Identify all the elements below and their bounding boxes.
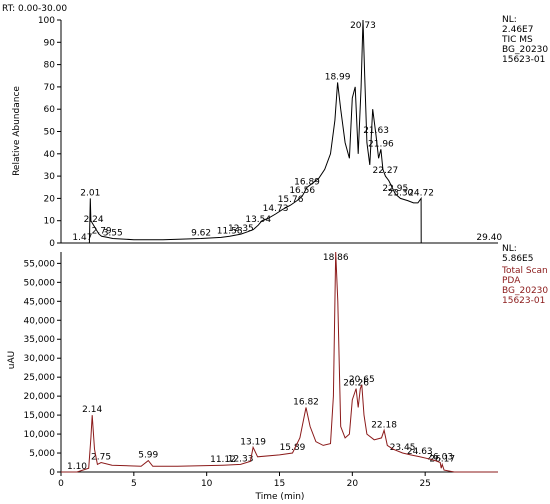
rt-range-label: RT: 0.00-30.00 <box>2 4 67 14</box>
y-tick-label: 50 <box>44 128 56 138</box>
y-tick-label: 30 <box>44 172 56 182</box>
y-tick-label: 35,000 <box>24 335 56 345</box>
info-line: BG_20230 <box>502 286 548 296</box>
peak-label: 15.76 <box>278 195 304 205</box>
x-tick-label: 20 <box>347 479 359 489</box>
peak-label: 26.17 <box>429 454 455 464</box>
y-tick-label: 60 <box>44 105 56 115</box>
info-block: NL: 5.86E5 Total Scan PDA BG_20230 15623… <box>501 244 548 306</box>
y-tick-label: 70 <box>44 83 56 93</box>
peak-label: 2.24 <box>84 215 104 225</box>
peak-label: 22.27 <box>373 166 399 176</box>
info-line: NL: <box>502 15 517 25</box>
peak-label: 22.95 <box>382 184 408 194</box>
peak-label: 20.26 <box>343 379 369 389</box>
peak-label: 9.62 <box>191 229 211 239</box>
peak-label: 23.45 <box>390 443 416 453</box>
y-axis-label: uAU <box>7 351 17 369</box>
info-block: NL: 2.46E7 TIC MS BG_20230 15623-01 <box>501 15 548 65</box>
peak-label: 11.12 <box>210 455 236 465</box>
peak-label: 24.63 <box>407 447 433 457</box>
y-tick-label: 0 <box>49 468 55 478</box>
peak-label: 20.65 <box>349 375 375 385</box>
y-axis-label: Relative Abundance <box>12 86 22 176</box>
info-line: BG_20230 <box>502 45 548 55</box>
peak-label: 15.89 <box>280 443 306 453</box>
peak-label: 13.54 <box>245 215 271 225</box>
tic-trace <box>61 19 498 244</box>
y-tick-label: 0 <box>49 239 55 249</box>
y-tick-label: 10 <box>44 217 56 227</box>
y-tick-label: 55,000 <box>24 259 56 269</box>
x-tick-label: 15 <box>274 479 285 489</box>
peak-label: 1.47 <box>72 233 92 243</box>
y-tick-label: 25,000 <box>24 373 56 383</box>
peak-label: 2.14 <box>82 405 102 415</box>
info-line: TIC MS <box>501 35 533 45</box>
x-tick-label: 25 <box>419 479 430 489</box>
y-tick-label: 100 <box>38 16 55 26</box>
y-tick-label: 20 <box>44 194 56 204</box>
peak-label: 21.96 <box>368 139 394 149</box>
y-tick-label: 10,000 <box>24 430 56 440</box>
info-line: NL: <box>502 244 517 254</box>
info-line: PDA <box>502 276 521 286</box>
peak-label: 5.99 <box>138 451 158 461</box>
peak-label: 1.10 <box>67 462 87 472</box>
info-line: 15623-01 <box>502 296 545 306</box>
pda-panel: 0 5,000 10,000 15,000 20,000 25,000 30,000 35,0… <box>7 244 548 502</box>
x-tick-label: 10 <box>201 479 213 489</box>
y-tick-label: 45,000 <box>24 297 56 307</box>
peak-label: 22.18 <box>371 420 397 430</box>
peak-label: 26.03 <box>427 453 453 463</box>
peak-label: 24.72 <box>408 188 434 198</box>
y-tick-label: 40,000 <box>24 316 56 326</box>
x-tick-label: 0 <box>58 479 64 489</box>
peak-label: 13.19 <box>240 437 266 447</box>
peak-label: 16.82 <box>293 398 319 408</box>
peak-label: 16.56 <box>289 186 315 196</box>
peak-label: 14.73 <box>263 204 289 214</box>
peak-label: 12.33 <box>228 454 254 464</box>
peak-label: 3.55 <box>103 229 123 239</box>
peak-label: 11.58 <box>217 226 243 236</box>
tic-ms-panel: 0 10 20 30 40 50 60 70 80 90 100 Relative Abundanc… <box>12 15 548 249</box>
info-line: 5.86E5 <box>502 254 533 264</box>
info-line: 2.46E7 <box>502 25 533 35</box>
y-tick-label: 15,000 <box>24 411 56 421</box>
y-tick-label: 40 <box>44 150 56 160</box>
y-tick-label: 90 <box>44 38 56 48</box>
peak-label: 23.30 <box>388 188 414 198</box>
peak-label: 12.35 <box>228 224 254 234</box>
peak-label: 21.63 <box>363 126 389 136</box>
x-axis-label: Time (min) <box>255 492 305 502</box>
peak-label: 16.89 <box>294 177 320 187</box>
y-tick-label: 20,000 <box>24 392 56 402</box>
x-tick-label: 5 <box>131 479 137 489</box>
y-tick-label: 50,000 <box>24 278 56 288</box>
peak-label: 2.01 <box>80 188 100 198</box>
peak-label: 18.99 <box>325 72 351 82</box>
info-line: 15623-01 <box>502 55 545 65</box>
peak-label: 2.75 <box>91 453 111 463</box>
y-tick-label: 30,000 <box>24 354 56 364</box>
y-tick-label: 80 <box>44 61 56 71</box>
info-line: Total Scan <box>501 266 548 276</box>
peak-label: 2.79 <box>92 226 112 236</box>
y-tick-label: 5,000 <box>29 449 55 459</box>
peak-label: 29.40 <box>476 233 502 243</box>
pda-trace <box>61 251 498 473</box>
